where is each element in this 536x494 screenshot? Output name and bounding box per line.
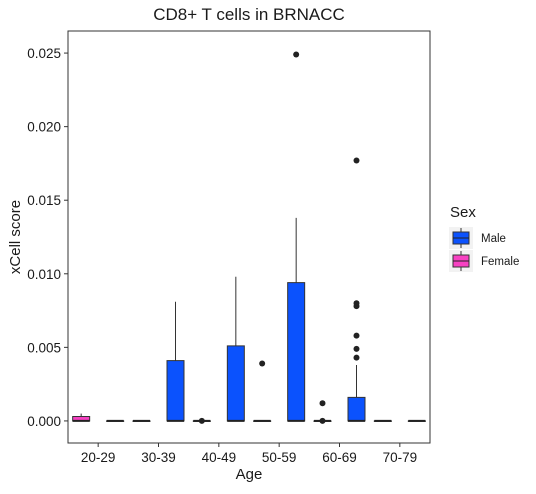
box-male-40-49 bbox=[226, 276, 245, 422]
box-female-70-79 bbox=[373, 419, 392, 422]
outlier-point bbox=[319, 400, 326, 407]
outlier-point bbox=[353, 354, 360, 361]
box-body bbox=[287, 282, 306, 422]
box-male-50-59 bbox=[287, 51, 306, 422]
plot-panel bbox=[67, 30, 431, 444]
box-male-30-39 bbox=[166, 301, 185, 422]
box-female-20-29 bbox=[72, 413, 91, 422]
outlier-point bbox=[353, 332, 360, 339]
box-male-20-29 bbox=[106, 419, 125, 422]
x-tick-label: 60-69 bbox=[322, 450, 357, 465]
box-body bbox=[166, 360, 185, 422]
outlier-point bbox=[259, 360, 266, 367]
x-axis: 20-29 30-39 40-49 50-59 60-69 70-79 bbox=[81, 443, 417, 465]
legend-title: Sex bbox=[450, 204, 476, 221]
box-male-70-79 bbox=[407, 419, 426, 422]
legend-label: Female bbox=[481, 256, 519, 268]
box-body bbox=[347, 396, 366, 422]
box-female-40-49 bbox=[192, 417, 211, 424]
legend-entry-male: Male bbox=[449, 227, 506, 249]
x-tick-label: 30-39 bbox=[141, 450, 176, 465]
x-tick-label: 20-29 bbox=[81, 450, 116, 465]
y-tick-label: 0.025 bbox=[27, 46, 61, 61]
chart-title: CD8+ T cells in BRNACC bbox=[153, 5, 345, 24]
outlier-point bbox=[353, 303, 360, 310]
y-tick-label: 0.000 bbox=[27, 414, 61, 429]
outlier-point bbox=[198, 417, 205, 424]
outlier-point bbox=[293, 51, 300, 58]
y-tick-label: 0.020 bbox=[27, 120, 61, 135]
y-axis-label: xCell score bbox=[7, 200, 24, 274]
box-female-50-59 bbox=[253, 360, 272, 422]
legend: Sex Male Female bbox=[449, 204, 519, 272]
box-female-60-69 bbox=[313, 400, 332, 424]
x-tick-label: 40-49 bbox=[202, 450, 237, 465]
y-tick-label: 0.015 bbox=[27, 193, 61, 208]
y-tick-label: 0.010 bbox=[27, 267, 61, 282]
x-tick-label: 70-79 bbox=[383, 450, 418, 465]
y-tick-label: 0.005 bbox=[27, 340, 61, 355]
outlier-point bbox=[353, 345, 360, 352]
y-axis: 0.000 0.005 0.010 0.015 0.020 0.025 bbox=[27, 46, 68, 429]
x-axis-label: Age bbox=[236, 466, 263, 483]
legend-entry-female: Female bbox=[449, 250, 519, 272]
box-female-30-39 bbox=[132, 419, 151, 422]
x-tick-label: 50-59 bbox=[262, 450, 297, 465]
box-series bbox=[72, 51, 426, 424]
outlier-point bbox=[353, 157, 360, 164]
box-body bbox=[226, 345, 245, 422]
outlier-point bbox=[319, 417, 326, 424]
legend-label: Male bbox=[481, 233, 506, 245]
box-male-60-69 bbox=[347, 157, 366, 422]
